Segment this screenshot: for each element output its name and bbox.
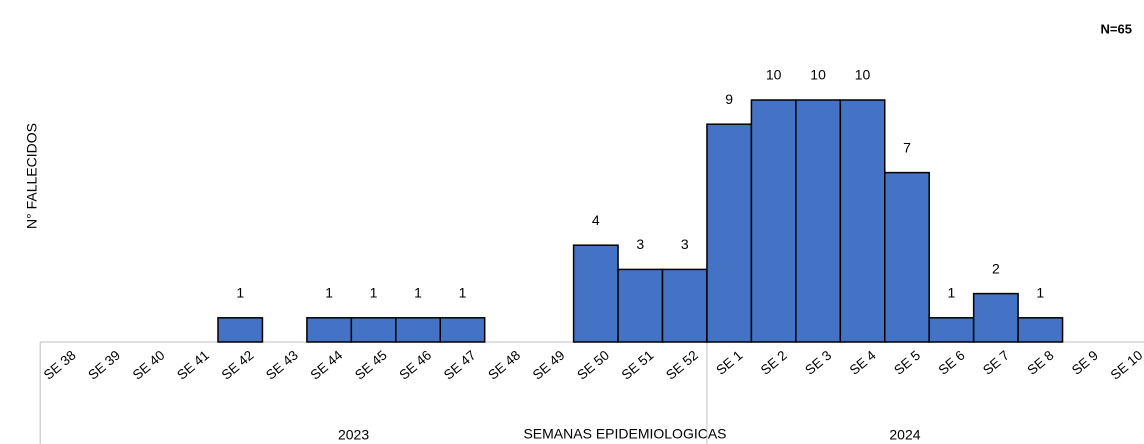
data-label: 1 <box>948 285 956 301</box>
bar <box>617 268 664 343</box>
y-axis-label: N° FALLECIDOS <box>24 123 40 229</box>
bar <box>928 317 975 343</box>
bar <box>572 244 619 343</box>
data-label: 9 <box>725 91 733 107</box>
data-label: 1 <box>414 285 422 301</box>
data-label: 1 <box>1036 285 1044 301</box>
data-label: 3 <box>636 236 644 252</box>
x-tick-label: SE 6 <box>936 348 968 378</box>
bar <box>306 317 353 343</box>
x-tick-label: SE 3 <box>802 348 834 378</box>
x-tick-label: SE 2 <box>758 348 790 378</box>
bar <box>395 317 441 343</box>
bar <box>661 268 708 343</box>
data-label: 3 <box>681 236 689 252</box>
data-label: 1 <box>370 285 378 301</box>
x-tick-label: SE 51 <box>619 348 657 383</box>
bar <box>439 317 486 343</box>
data-label: 10 <box>810 67 826 83</box>
bar <box>884 171 930 343</box>
group-label: 2024 <box>889 427 920 443</box>
note: N=65 <box>1101 21 1132 36</box>
data-label: 2 <box>992 260 1000 276</box>
data-label: 7 <box>903 139 911 155</box>
x-tick-label: SE 10 <box>1108 348 1144 383</box>
x-tick-label: SE 1 <box>713 348 745 378</box>
data-label: 1 <box>236 285 244 301</box>
x-tick-label: SE 52 <box>663 348 701 383</box>
bar <box>972 292 1019 343</box>
x-tick-label: SE 43 <box>263 348 301 383</box>
x-tick-label: SE 48 <box>485 348 523 383</box>
x-tick-label: SE 46 <box>396 348 434 383</box>
x-tick-label: SE 4 <box>847 347 879 378</box>
x-tick-label: SE 44 <box>308 347 346 382</box>
x-tick-label: SE 42 <box>219 348 257 383</box>
x-axis-label: SEMANAS EPIDEMIOLOGICAS <box>523 426 726 442</box>
bar <box>795 99 842 343</box>
data-label: 10 <box>855 67 871 83</box>
x-tick-label: SE 9 <box>1069 348 1101 378</box>
x-tick-label: SE 5 <box>891 348 923 378</box>
data-label: 4 <box>592 212 600 228</box>
x-tick-label: SE 8 <box>1024 348 1056 378</box>
bar <box>1017 317 1064 343</box>
bar <box>350 317 397 343</box>
bar <box>706 123 753 343</box>
group-label: 2023 <box>338 427 369 443</box>
data-label: 1 <box>325 285 333 301</box>
x-tick-label: SE 45 <box>352 348 390 383</box>
x-tick-label: SE 47 <box>441 348 479 383</box>
data-label: 1 <box>459 285 467 301</box>
bar <box>839 99 886 343</box>
x-tick-label: SE 40 <box>130 348 168 383</box>
data-label: 10 <box>766 67 782 83</box>
x-tick-label: SE 49 <box>530 348 568 383</box>
bar <box>217 317 264 343</box>
x-tick-label: SE 38 <box>41 348 79 383</box>
x-tick-label: SE 41 <box>174 348 212 383</box>
x-tick-label: SE 50 <box>574 348 612 383</box>
x-tick-label: SE 7 <box>980 348 1012 378</box>
bar <box>750 99 797 343</box>
x-tick-label: SE 39 <box>85 348 123 383</box>
